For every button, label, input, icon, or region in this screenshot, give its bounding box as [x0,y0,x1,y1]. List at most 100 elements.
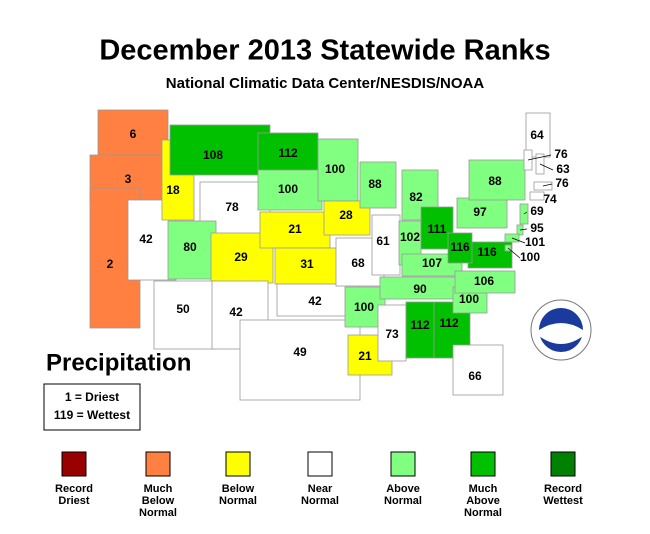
legend-label: Wettest [543,495,583,507]
state [452,344,504,396]
state [468,159,526,201]
state [447,232,473,264]
legend-swatch [550,451,576,477]
state [401,253,463,277]
state-rank: 80 [183,240,197,254]
legend-label: Much [144,483,173,495]
state [359,161,397,209]
state-rank: 112 [278,146,298,160]
legend-swatch [470,451,496,477]
state-rank: 21 [358,349,372,363]
state-rank: 88 [368,177,382,191]
state-rank: 50 [176,302,190,316]
legend-label: Normal [301,495,339,507]
state [377,304,407,362]
state-rank: 29 [234,250,248,264]
state [257,169,323,211]
state [167,220,217,280]
map-subtitle: National Climatic Data Center/NESDIS/NOA… [166,75,485,92]
legend-label: Near [308,483,333,495]
state-rank: 88 [488,174,502,188]
legend-label: Record [55,483,93,495]
state-rank: 116 [450,240,470,254]
legend-swatch [390,451,416,477]
noaa-logo [530,299,592,361]
state-rank: 42 [229,305,243,319]
legend-label: Normal [384,495,422,507]
legend-label: Record [544,483,582,495]
state-rank: 100 [325,162,345,176]
legend-label: Above [466,495,500,507]
leader-line [519,228,528,231]
legend-label: Above [386,483,420,495]
state [371,214,401,276]
state [153,280,217,350]
legend-swatch [145,451,171,477]
state-rank: 76 [554,147,568,161]
legend-swatch [61,451,87,477]
state [529,191,545,201]
state-rank: 68 [351,256,365,270]
state-rank: 100 [520,250,540,264]
legend-label: Below [222,483,255,495]
state-rank: 61 [376,234,390,248]
leader-line [527,154,552,161]
state-rank: 6 [130,127,137,141]
state-rank: 74 [543,192,557,206]
state [317,138,359,202]
state-rank: 31 [300,257,314,271]
state [97,109,169,161]
state-rank: 69 [530,204,544,218]
state-rank: 116 [477,245,497,259]
state [259,211,331,249]
leader-line [511,237,526,244]
state-rank: 2 [107,257,114,271]
state-rank: 64 [530,128,544,142]
state-rank: 49 [293,345,307,359]
legend-label: Normal [464,507,502,519]
leader-line [523,211,528,215]
leader-line [507,247,521,259]
state [454,270,516,294]
state-rank: 107 [422,256,442,270]
state-rank: 66 [468,369,482,383]
state-rank: 76 [555,176,569,190]
state-rank: 100 [354,300,374,314]
state-rank: 97 [473,205,487,219]
state-rank: 42 [139,232,153,246]
state-rank: 82 [409,190,423,204]
state-rank: 18 [166,183,180,197]
state-rank: 112 [410,318,430,332]
legend-label: Normal [219,495,257,507]
key-text: 119 = Wettest [54,408,130,422]
state [169,124,271,176]
state-rank: 73 [385,327,399,341]
state-rank: 78 [225,200,239,214]
legend-swatch [307,451,333,477]
state-rank: 28 [339,208,353,222]
state-rank: 108 [203,148,223,162]
state-rank: 100 [459,292,479,306]
state-rank: 100 [278,182,298,196]
state-rank: 63 [556,162,570,176]
key-box [43,383,141,431]
state-rank: 90 [413,282,427,296]
state [239,319,361,401]
map-title: December 2013 Statewide Ranks [99,35,550,67]
state-rank: 112 [439,316,459,330]
state-rank: 106 [474,274,494,288]
legend-label: Much [469,483,498,495]
state-rank: 42 [308,294,322,308]
state-rank: 102 [400,230,420,244]
legend-swatch [225,451,251,477]
state-rank: 95 [530,221,544,235]
state-rank: 101 [525,235,545,249]
state-rank: 3 [125,172,132,186]
legend-label: Driest [58,495,90,507]
state [504,233,520,243]
leader-line [542,183,553,187]
state [456,197,508,229]
key-text: 1 = Driest [65,390,119,404]
